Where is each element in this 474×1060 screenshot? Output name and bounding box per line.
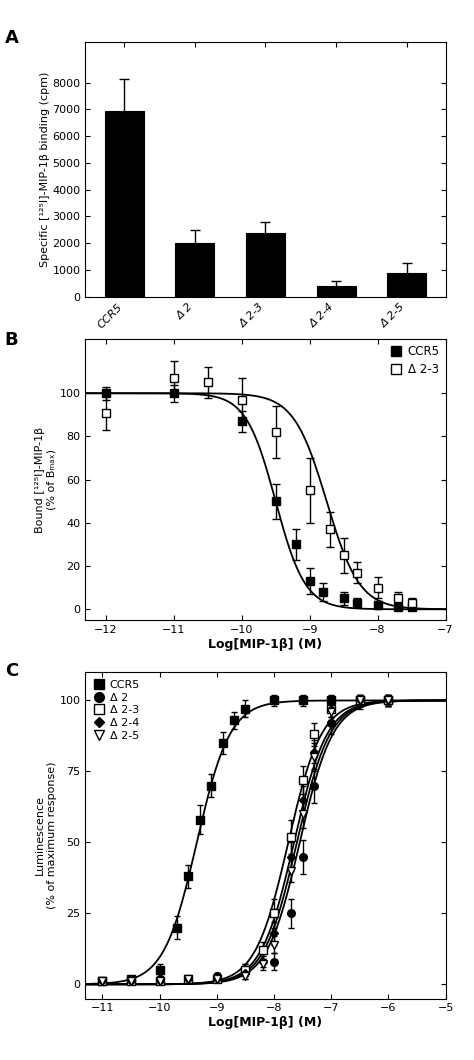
Bar	[105, 110, 144, 297]
Bar	[175, 243, 214, 297]
Text: A: A	[5, 29, 18, 47]
Legend: CCR5, Δ 2-3: CCR5, Δ 2-3	[390, 346, 440, 376]
X-axis label: Log[MIP-1β] (M): Log[MIP-1β] (M)	[209, 638, 322, 651]
Text: C: C	[5, 662, 18, 681]
Legend: CCR5, Δ 2, Δ 2-3, Δ 2-4, Δ 2-5: CCR5, Δ 2, Δ 2-3, Δ 2-4, Δ 2-5	[91, 677, 142, 743]
Y-axis label: Luminescence
(% of maximum response): Luminescence (% of maximum response)	[35, 761, 57, 909]
Y-axis label: Specific [¹²⁵I]-MIP-1β binding (cpm): Specific [¹²⁵I]-MIP-1β binding (cpm)	[39, 72, 50, 267]
Bar	[246, 232, 285, 297]
X-axis label: Log[MIP-1β] (M): Log[MIP-1β] (M)	[209, 1017, 322, 1029]
Bar	[387, 272, 426, 297]
Bar	[317, 286, 356, 297]
Text: B: B	[5, 331, 18, 349]
Y-axis label: Bound [¹²⁵I]-MIP-1β
(% of Bₘₐₓ): Bound [¹²⁵I]-MIP-1β (% of Bₘₐₓ)	[35, 426, 57, 533]
